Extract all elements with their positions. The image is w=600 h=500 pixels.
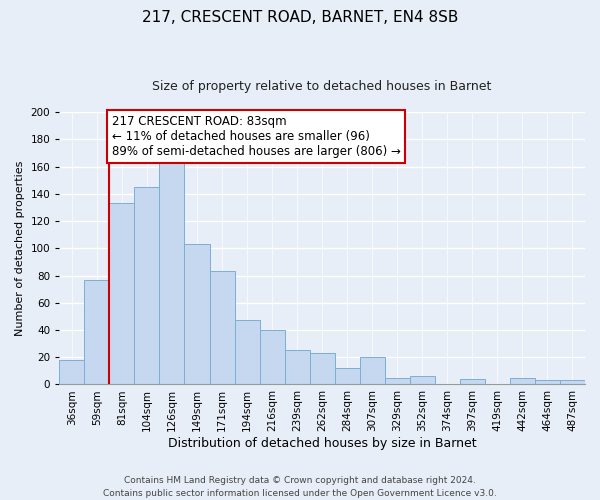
Bar: [260, 330, 284, 384]
Bar: [360, 357, 385, 384]
Bar: [410, 376, 435, 384]
Text: Contains HM Land Registry data © Crown copyright and database right 2024.
Contai: Contains HM Land Registry data © Crown c…: [103, 476, 497, 498]
Bar: [510, 378, 535, 384]
Text: 217, CRESCENT ROAD, BARNET, EN4 8SB: 217, CRESCENT ROAD, BARNET, EN4 8SB: [142, 10, 458, 25]
Y-axis label: Number of detached properties: Number of detached properties: [15, 160, 25, 336]
Bar: [310, 353, 335, 384]
Bar: [109, 204, 134, 384]
Bar: [209, 272, 235, 384]
Bar: [535, 380, 560, 384]
Bar: [335, 368, 360, 384]
Bar: [284, 350, 310, 384]
Bar: [235, 320, 260, 384]
Bar: [385, 378, 410, 384]
Bar: [184, 244, 209, 384]
Title: Size of property relative to detached houses in Barnet: Size of property relative to detached ho…: [152, 80, 492, 93]
Bar: [460, 379, 485, 384]
Text: 217 CRESCENT ROAD: 83sqm
← 11% of detached houses are smaller (96)
89% of semi-d: 217 CRESCENT ROAD: 83sqm ← 11% of detach…: [112, 115, 401, 158]
Bar: [134, 187, 160, 384]
X-axis label: Distribution of detached houses by size in Barnet: Distribution of detached houses by size …: [168, 437, 476, 450]
Bar: [59, 360, 85, 384]
Bar: [160, 161, 184, 384]
Bar: [85, 280, 109, 384]
Bar: [560, 380, 585, 384]
